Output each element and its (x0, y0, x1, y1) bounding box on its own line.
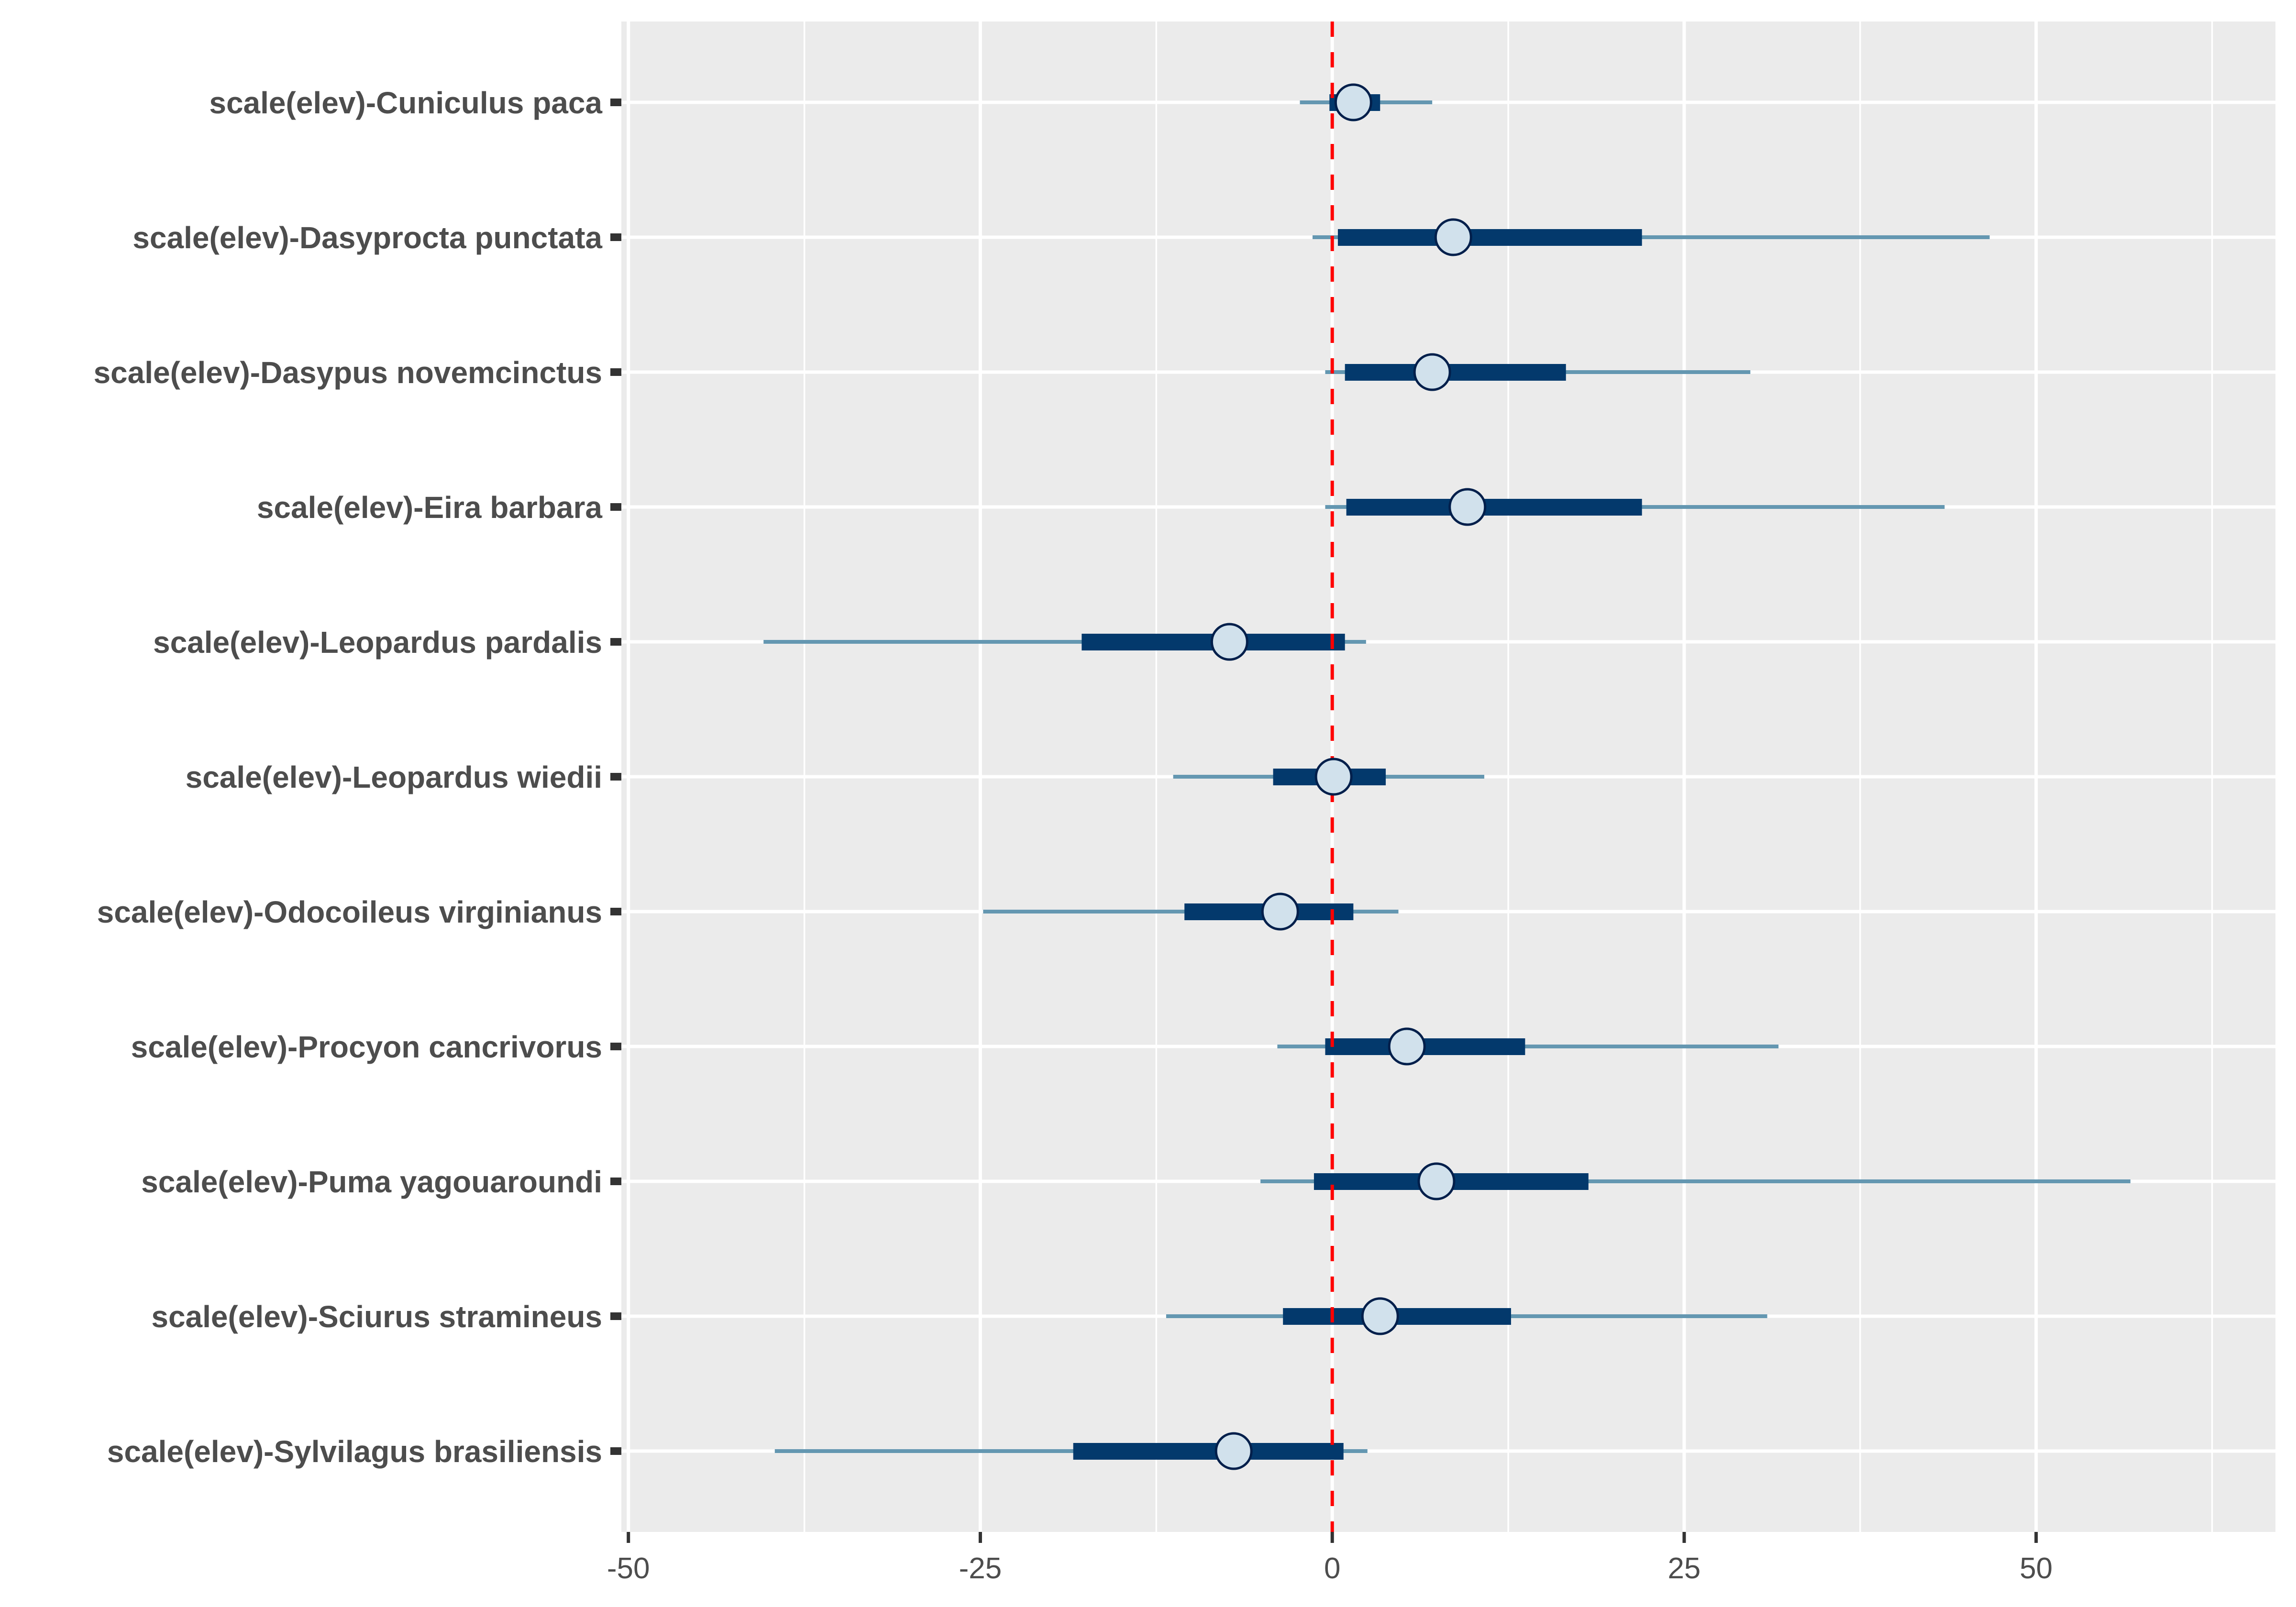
point-estimate (1388, 1027, 1426, 1066)
inner-interval-bar (1337, 229, 1642, 246)
inner-interval-bar (1346, 499, 1642, 516)
y-tick-label: scale(elev)-Procyon cancrivorus (131, 1030, 602, 1064)
point-estimate (1261, 892, 1299, 931)
point-estimate (1361, 1297, 1399, 1335)
point-estimate (1417, 1162, 1456, 1200)
x-tick-label: -25 (959, 1552, 1002, 1585)
point-estimate (1214, 1432, 1253, 1470)
y-tick-label: scale(elev)-Sylvilagus brasiliensis (107, 1434, 602, 1469)
y-tick-label: scale(elev)-Puma yagouaroundi (141, 1165, 602, 1199)
y-axis-ticks (610, 99, 621, 1455)
x-tick-label: 0 (1324, 1552, 1340, 1585)
y-tick-label: scale(elev)-Eira barbara (257, 490, 603, 525)
point-estimate (1314, 758, 1353, 796)
point-estimate (1210, 623, 1248, 661)
point-estimates (1210, 83, 1487, 1470)
y-tick-label: scale(elev)-Leopardus wiedii (186, 760, 602, 794)
x-tick-label: 50 (2020, 1552, 2053, 1585)
x-tick-label: 25 (1667, 1552, 1700, 1585)
y-tick-label: scale(elev)-Dasypus novemcinctus (93, 355, 602, 390)
x-axis-labels: -50 -25 0 25 50 (607, 1552, 2053, 1585)
inner-interval-bar (1345, 364, 1566, 381)
point-estimate (1434, 218, 1472, 256)
inner-interval-bar (1073, 1443, 1344, 1460)
y-tick-label: scale(elev)-Odocoileus virginianus (97, 895, 602, 929)
point-estimate (1413, 353, 1451, 391)
point-estimate (1448, 488, 1487, 526)
x-tick-label: -50 (607, 1552, 650, 1585)
y-axis-labels: scale(elev)-Cuniculus paca scale(elev)-Da… (93, 86, 602, 1469)
y-tick-label: scale(elev)-Sciurus stramineus (151, 1299, 602, 1334)
x-axis-ticks (627, 1532, 2038, 1543)
point-estimate (1334, 83, 1372, 121)
y-tick-label: scale(elev)-Dasyprocta punctata (132, 220, 602, 255)
y-tick-label: scale(elev)-Leopardus pardalis (153, 625, 602, 660)
y-tick-label: scale(elev)-Cuniculus paca (209, 86, 602, 120)
